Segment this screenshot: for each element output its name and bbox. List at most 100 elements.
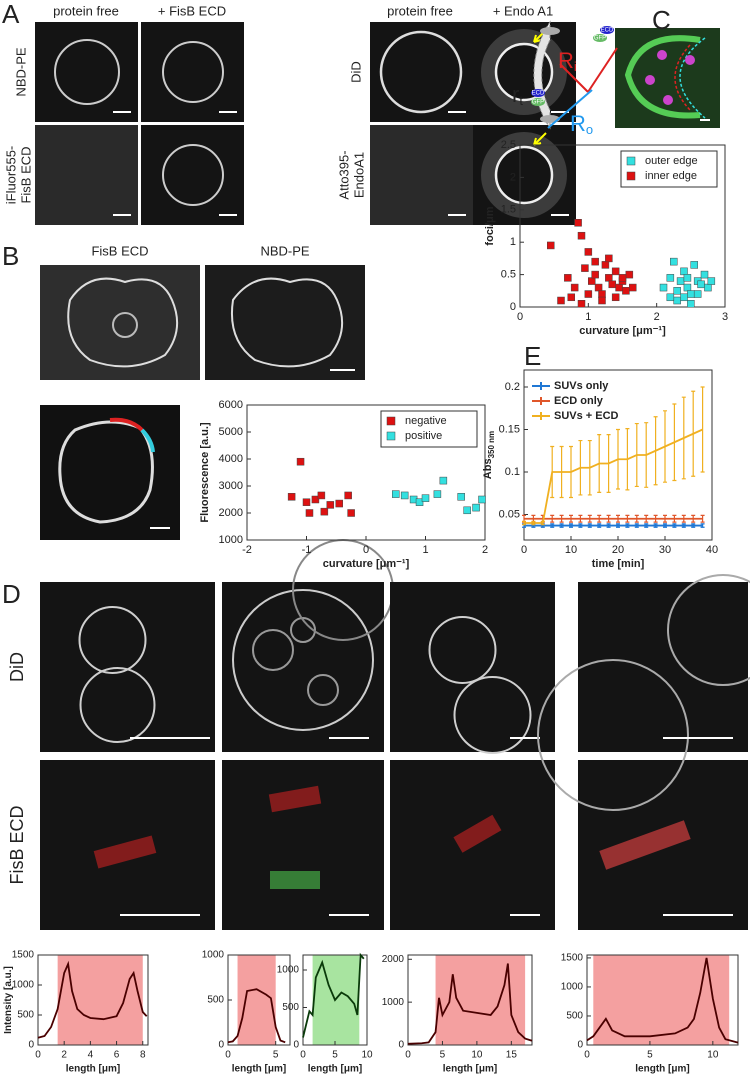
x-tick-label: 0 [517,311,523,323]
point [311,495,320,504]
x-tick-label: 15 [506,1050,518,1061]
chart: 0 500 1000 0 5 length [μm] [202,950,291,1075]
legend-label: negative [405,415,447,427]
point [605,274,613,282]
chart: 1000 2000 3000 4000 5000 6000 -2 -1 0 1 2 curvature… [199,399,488,570]
x-tick-label: 5 [440,1050,446,1061]
y-tick-label: 1000 [219,534,243,546]
y-tick-label: 2.5 [501,139,516,151]
image [40,405,180,540]
axes-frame [519,144,726,308]
point [591,257,599,266]
x-tick-label: 1 [585,311,591,323]
panel-label: B [2,241,19,271]
roi [599,820,691,870]
point [433,490,442,498]
point [683,283,692,292]
image [222,582,384,752]
y-tick-label: 0.5 [501,269,516,281]
image [35,22,138,122]
point [570,283,579,292]
point [287,493,296,501]
point [400,491,409,500]
y-tick-label: 1000 [202,950,225,961]
legend-label: ECD only [554,395,604,407]
image [578,582,748,752]
point [302,498,311,506]
y-tick-label: 0.05 [499,508,520,520]
roi [93,835,157,869]
line [227,988,286,1044]
panel-label: D [2,579,21,609]
y-axis-label-text: Fluorescence [a.u.] [199,422,211,523]
point [415,498,424,506]
image [390,582,555,752]
membrane [112,312,138,338]
y-tick-label: 500 [566,1011,583,1022]
x-axis-label: length [μm] [635,1064,689,1075]
y-axis-label: Fluorescence [a.u.] [199,422,211,523]
x-tick-label: 0 [521,544,527,556]
point [421,494,430,502]
membrane [679,37,706,119]
membrane [231,277,344,368]
x-tick-label: -1 [302,544,312,556]
y-tick-label: 2000 [382,954,405,965]
roi [270,871,320,889]
point [472,503,480,512]
membrane [162,144,224,206]
y-axis-label-text: Abs [482,458,494,479]
x-tick-label: 0 [225,1050,231,1061]
line [302,952,365,1038]
y-tick-label: 6000 [219,399,243,411]
y-axis-label-sub: 350 nm [487,431,496,459]
y-tick-label: 0 [218,1040,224,1051]
membrane [674,44,691,111]
membrane-schematic: Ri rt Ro GFP ECD GFP ECD [512,20,618,137]
highlight-region [237,955,276,1045]
membrane [307,674,339,706]
point [601,261,610,269]
legend-box [620,150,718,188]
y-axis-label: foci/μm [484,206,496,245]
point [392,490,400,498]
point [611,267,620,276]
image [205,265,365,380]
label: i [574,59,577,74]
column-header: protein free [387,3,453,18]
x-tick-label: 3 [722,311,728,323]
x-axis-label: length [μm] [308,1064,362,1075]
legend-swatch [386,416,396,426]
x-tick-label: 2 [482,544,488,556]
chart: 0 0.5 1 1.5 2 2.5 0 1 2 3 curvature [μm⁻¹] foci/μm o… [484,139,728,337]
y-axis-label: Abs350 nm [482,431,496,479]
x-tick-label: 30 [659,544,671,556]
point [611,293,620,302]
label: R [570,111,586,136]
x-tick-label: 6 [114,1050,120,1061]
point [296,457,305,466]
y-tick-label: 1500 [561,953,584,964]
y-tick-label: 2 [510,171,516,183]
line [37,960,148,1039]
point [591,270,599,279]
membrane [481,132,567,218]
legend-label: positive [405,430,442,442]
roi [453,814,502,853]
focus [663,95,673,105]
y-axis-label-text: Intensity [a.u.] [3,966,14,1034]
point [598,290,606,298]
row-label: EndoA1 [351,152,366,198]
point [683,274,692,282]
axes-frame [586,954,739,1046]
point [317,491,326,500]
point [666,274,675,282]
point [557,296,565,305]
y-tick-label: 0 [293,1040,299,1051]
membrane [290,617,316,643]
point [625,270,634,279]
image [222,760,384,930]
point [344,491,352,500]
point [577,300,586,308]
point [629,283,637,292]
